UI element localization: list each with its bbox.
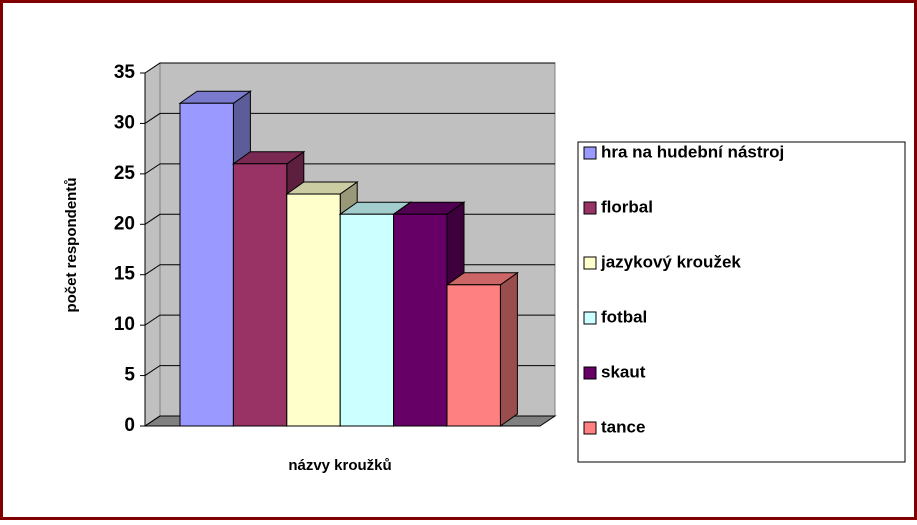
legend-label: hra na hudební nástroj xyxy=(601,142,784,161)
legend-label: tance xyxy=(601,417,645,436)
y-tick-label: 0 xyxy=(124,415,135,436)
y-tick-label: 25 xyxy=(114,163,136,184)
legend-swatch xyxy=(583,311,597,325)
x-axis-title: názvy kroužků xyxy=(288,457,391,474)
legend-label: jazykový kroužek xyxy=(600,252,741,271)
legend-box xyxy=(577,141,906,463)
legend-swatch xyxy=(583,421,597,435)
legend-swatch xyxy=(583,366,597,380)
bar xyxy=(393,213,448,427)
legend-swatch xyxy=(583,201,597,215)
y-tick-label: 20 xyxy=(114,213,135,234)
y-tick-label: 10 xyxy=(114,314,135,335)
y-tick-label: 35 xyxy=(114,62,136,83)
bar xyxy=(446,284,501,427)
legend-label: florbal xyxy=(601,197,653,216)
bar xyxy=(286,193,341,427)
grid-line xyxy=(144,163,555,175)
bar-side xyxy=(499,271,518,427)
legend-swatch xyxy=(583,146,597,160)
grid-line xyxy=(144,112,555,124)
y-tick-label: 15 xyxy=(114,264,136,285)
y-tick-label: 30 xyxy=(114,112,135,133)
y-axis-title: počet respondentů xyxy=(63,177,80,312)
legend-swatch xyxy=(583,256,597,270)
side-wall xyxy=(144,62,161,427)
grid-line xyxy=(144,62,555,74)
bar xyxy=(339,213,395,427)
legend-label: skaut xyxy=(601,362,646,381)
bar xyxy=(179,102,234,427)
bar xyxy=(232,163,288,427)
legend-label: fotbal xyxy=(601,307,647,326)
y-tick-label: 5 xyxy=(124,365,135,386)
